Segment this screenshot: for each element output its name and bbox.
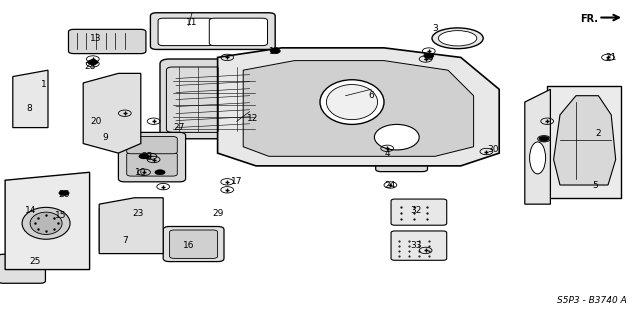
Circle shape [539, 136, 549, 141]
Ellipse shape [438, 31, 477, 46]
PathPatch shape [218, 48, 499, 166]
Text: 10: 10 [135, 168, 147, 177]
Ellipse shape [320, 80, 384, 124]
Text: 20: 20 [90, 117, 102, 126]
Text: FR.: FR. [580, 14, 598, 24]
Text: 15: 15 [55, 211, 67, 220]
FancyBboxPatch shape [118, 132, 186, 182]
Ellipse shape [326, 85, 378, 120]
PathPatch shape [5, 172, 90, 270]
Text: 23: 23 [132, 209, 143, 218]
Text: 17: 17 [231, 177, 243, 186]
Text: 9: 9 [103, 133, 108, 142]
Text: 5: 5 [593, 181, 598, 189]
Text: 4: 4 [385, 149, 390, 158]
Text: 25: 25 [29, 257, 41, 266]
FancyBboxPatch shape [99, 206, 163, 253]
PathPatch shape [547, 86, 621, 198]
FancyBboxPatch shape [163, 226, 224, 262]
FancyBboxPatch shape [170, 230, 218, 258]
Text: 3: 3 [433, 24, 438, 33]
Text: 28: 28 [84, 63, 95, 71]
FancyBboxPatch shape [68, 29, 146, 54]
Text: 6: 6 [369, 91, 374, 100]
PathPatch shape [13, 70, 48, 128]
Text: 32: 32 [410, 206, 422, 215]
Text: 16: 16 [183, 241, 195, 250]
Text: 30: 30 [487, 145, 499, 154]
Text: 2: 2 [596, 130, 601, 138]
PathPatch shape [243, 61, 474, 156]
Text: 27: 27 [173, 123, 185, 132]
Text: 21: 21 [605, 53, 617, 62]
Circle shape [424, 53, 434, 58]
FancyBboxPatch shape [391, 231, 447, 260]
Text: 26: 26 [58, 190, 70, 199]
Circle shape [270, 48, 280, 54]
Text: 33: 33 [410, 241, 422, 250]
Ellipse shape [22, 207, 70, 239]
Text: 24: 24 [385, 181, 396, 189]
Text: 8: 8 [26, 104, 31, 113]
Circle shape [139, 154, 149, 159]
Circle shape [59, 190, 69, 196]
PathPatch shape [554, 96, 616, 185]
Text: 22: 22 [141, 152, 153, 161]
PathPatch shape [83, 73, 141, 153]
Text: S5P3 - B3740 A: S5P3 - B3740 A [557, 296, 627, 305]
FancyBboxPatch shape [158, 18, 213, 46]
Ellipse shape [432, 28, 483, 48]
Text: 13: 13 [90, 34, 102, 43]
Text: 29: 29 [212, 209, 223, 218]
FancyBboxPatch shape [209, 18, 268, 46]
Text: 1: 1 [41, 80, 46, 89]
FancyBboxPatch shape [127, 137, 177, 154]
Text: 14: 14 [25, 206, 36, 215]
Ellipse shape [374, 124, 419, 150]
Circle shape [155, 170, 165, 175]
Text: 7: 7 [122, 236, 127, 245]
PathPatch shape [99, 198, 163, 254]
Circle shape [88, 60, 98, 65]
Ellipse shape [530, 142, 545, 174]
Text: 11: 11 [186, 18, 198, 27]
Text: 18: 18 [423, 53, 435, 62]
FancyBboxPatch shape [150, 13, 275, 49]
FancyBboxPatch shape [376, 143, 428, 172]
FancyBboxPatch shape [0, 254, 45, 283]
Text: 19: 19 [269, 47, 281, 56]
Text: 12: 12 [247, 114, 259, 122]
PathPatch shape [525, 89, 550, 204]
FancyBboxPatch shape [160, 59, 269, 139]
FancyBboxPatch shape [391, 199, 447, 225]
Ellipse shape [30, 212, 62, 234]
FancyBboxPatch shape [127, 152, 177, 176]
